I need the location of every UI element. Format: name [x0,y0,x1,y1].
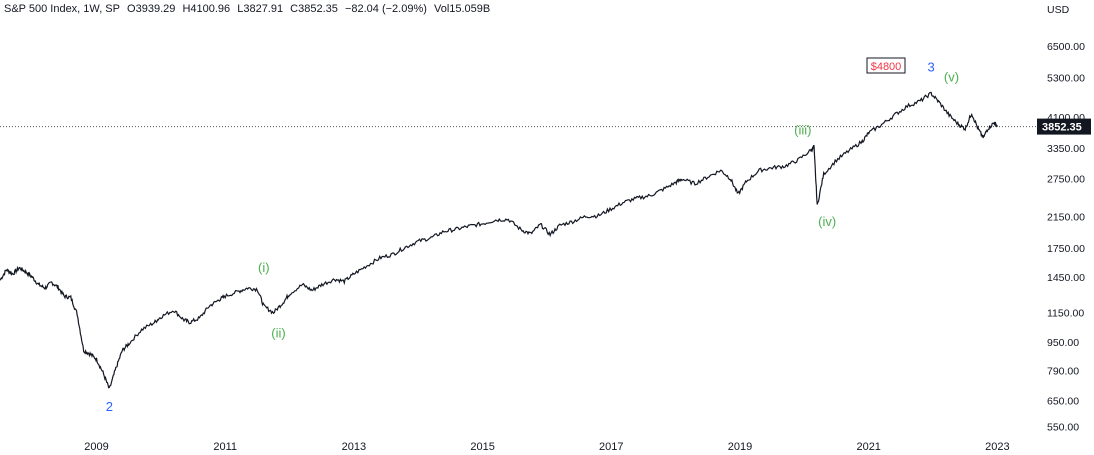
x-tick-label: 2009 [84,441,108,453]
x-tick-label: 2017 [599,441,623,453]
high-value: H4100.96 [182,3,231,15]
currency-label: USD [1047,4,1070,16]
price-callout-label: $4800 [871,61,902,73]
wave-label: (ii) [271,326,285,341]
y-tick-label: 1150.00 [1047,308,1084,320]
y-tick-label: 1450.00 [1047,272,1085,284]
y-tick-label: 790.00 [1047,366,1079,378]
wave-label: (i) [258,260,270,275]
wave-label: 3 [927,59,934,74]
time-axis[interactable]: 2009 2011 2013 2015 2017 2019 2021 2023 [84,441,1009,453]
y-tick-label: 950.00 [1047,337,1079,349]
wave-label: (iii) [794,123,811,138]
symbol-title[interactable]: S&P 500 Index, 1W, SP [4,3,120,15]
x-tick-label: 2021 [856,441,880,453]
wave-label: (iv) [818,214,836,229]
wave-annotations: 2 (i) (ii) (iii) (iv) 3 (v) $4800 [106,57,959,414]
x-tick-label: 2013 [342,441,366,453]
last-price-label: 3852.35 [1042,122,1082,134]
x-tick-label: 2019 [728,441,752,453]
y-tick-label: 650.00 [1047,396,1079,408]
y-tick-label: 6500.00 [1047,41,1085,53]
price-callout-box [866,57,906,74]
change-value: −82.04 (−2.09%) [344,3,427,15]
y-tick-label: 2750.00 [1047,174,1085,186]
plot-area [0,91,1036,389]
y-tick-label: 2150.00 [1047,211,1085,223]
open-value: O3939.29 [127,3,176,15]
y-tick-label: 3350.00 [1047,143,1085,155]
x-tick-label: 2023 [985,441,1009,453]
wave-label: (v) [944,69,959,84]
wave-label: 2 [106,399,113,414]
x-tick-label: 2015 [470,441,494,453]
x-tick-label: 2011 [213,441,237,453]
y-tick-label: 1750.00 [1047,243,1085,255]
price-axis[interactable]: USD 6500.005300.004100.003350.002750.002… [1037,4,1091,433]
y-tick-label: 550.00 [1047,421,1079,433]
last-price-badge [1037,118,1091,135]
chart-header: S&P 500 Index, 1W, SP O3939.29 H4100.96 … [4,3,494,15]
low-value: L3827.91 [237,3,284,15]
price-series-line [0,91,998,389]
y-tick-label: 5300.00 [1047,73,1085,85]
volume-value: Vol15.059B [433,3,491,15]
close-value: C3852.35 [290,3,338,15]
